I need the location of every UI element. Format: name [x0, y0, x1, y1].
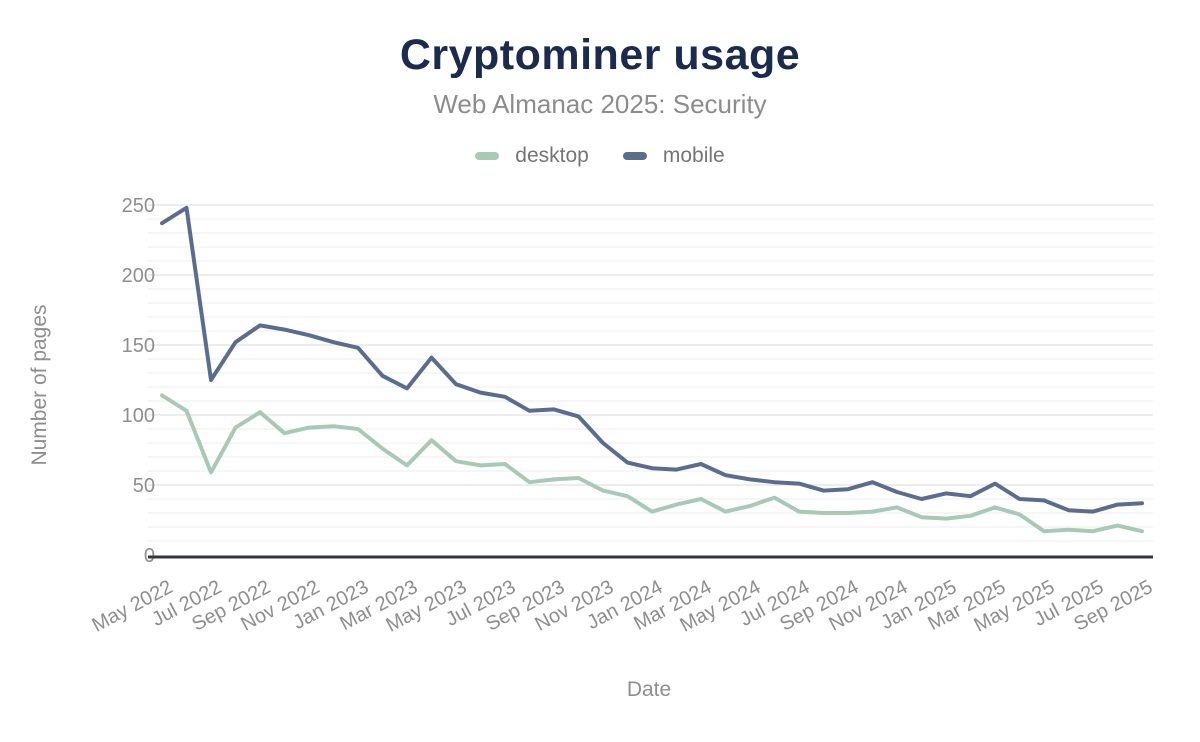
y-tick-label: 250 [122, 195, 155, 217]
desktop-line[interactable] [160, 393, 1144, 534]
mobile-line[interactable] [160, 205, 1144, 514]
chart-subtitle: Web Almanac 2025: Security [433, 89, 767, 119]
chart-title: Cryptominer usage [399, 31, 801, 79]
legend: desktop mobile [0, 144, 1200, 168]
y-tick-label: 100 [122, 405, 155, 427]
desktop-series-swatch [475, 152, 500, 160]
legend-item-mobile[interactable]: mobile [622, 144, 725, 168]
y-tick-label: 150 [122, 335, 155, 357]
mobile-series-swatch [622, 152, 647, 160]
legend-label-desktop: desktop [515, 144, 589, 167]
x-axis-title: Date [627, 678, 671, 701]
legend-label-mobile: mobile [662, 144, 725, 167]
y-axis-title: Number of pages [28, 304, 51, 465]
y-tick-label: 200 [122, 265, 155, 287]
legend-item-desktop[interactable]: desktop [475, 144, 589, 168]
y-tick-label: 50 [133, 475, 155, 497]
